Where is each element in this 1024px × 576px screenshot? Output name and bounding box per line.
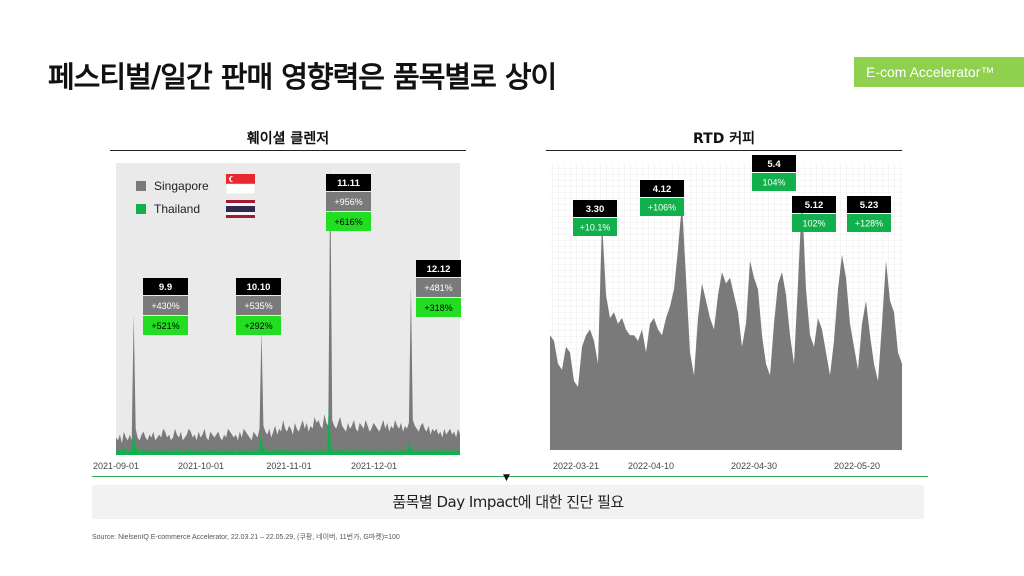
date-label: 3.30 [573,200,617,217]
date-label: 4.12 [640,180,684,197]
svg-text:3.30: 3.30 [586,204,605,215]
legend-swatch-thailand [136,204,146,214]
x-tick-label: 2022-05-20 [834,461,880,471]
thailand-uplift-label: +521% [143,316,188,335]
singapore-uplift-label: +956% [326,192,371,211]
page-title: 페스티벌/일간 판매 영향력은 품목별로 상이 [48,60,557,94]
svg-text:12.12: 12.12 [427,264,451,275]
uplift-label: +106% [640,198,684,216]
right-chart-rule [546,150,902,151]
left-chart-title: 훼이셜 클렌저 [246,131,330,147]
rtd-coffee-area [550,197,902,450]
legend-label-thailand: Thailand [154,202,200,216]
x-tick-label: 2021-12-01 [351,461,397,471]
right-chart-title: RTD 커피 [693,131,755,147]
svg-text:102%: 102% [802,219,825,229]
singapore-flag-icon [225,174,256,195]
svg-text:+128%: +128% [855,219,883,229]
svg-text:+521%: +521% [151,321,179,331]
svg-text:4.12: 4.12 [653,184,672,195]
festival-date-label: 10.10 [236,278,281,295]
svg-text:9.9: 9.9 [159,282,172,293]
svg-text:+318%: +318% [424,303,452,313]
uplift-label: 104% [752,173,796,191]
singapore-uplift-label: +481% [416,278,461,297]
svg-text:+106%: +106% [648,203,676,213]
svg-text:5.12: 5.12 [805,200,824,211]
source-note: Source: NielsenIQ E-commerce Accelerator… [92,534,400,541]
legend-label-singapore: Singapore [154,179,209,193]
left-chart-rule [110,150,466,151]
svg-text:+616%: +616% [334,217,362,227]
svg-text:5.4: 5.4 [767,159,781,170]
svg-text:+956%: +956% [334,197,362,207]
svg-text:+430%: +430% [151,301,179,311]
festival-date-label: 9.9 [143,278,188,295]
date-label: 5.23 [847,196,891,213]
brand-badge: E-com Accelerator™ [854,57,1024,87]
thailand-uplift-label: +292% [236,316,281,335]
svg-text:+481%: +481% [424,283,452,293]
x-tick-label: 2022-03-21 [553,461,599,471]
x-tick-label: 2022-04-30 [731,461,777,471]
svg-text:+535%: +535% [244,301,272,311]
svg-text:+10.1%: +10.1% [580,223,611,233]
thailand-flag-icon [226,200,255,218]
uplift-label: +10.1% [573,218,617,236]
thailand-uplift-label: +318% [416,298,461,317]
uplift-label: +128% [847,214,891,232]
singapore-uplift-label: +430% [143,296,188,315]
thailand-uplift-label: +616% [326,212,371,231]
down-arrow-icon: ▼ [503,473,510,483]
svg-text:5.23: 5.23 [860,200,879,211]
svg-text:11.11: 11.11 [337,178,360,189]
x-tick-label: 2021-10-01 [178,461,224,471]
festival-date-label: 12.12 [416,260,461,277]
x-tick-label: 2021-09-01 [93,461,139,471]
svg-text:+292%: +292% [244,321,272,331]
festival-date-label: 11.11 [326,174,371,191]
x-tick-label: 2021-11-01 [266,461,311,471]
date-label: 5.4 [752,155,796,172]
svg-text:10.10: 10.10 [247,282,271,293]
singapore-uplift-label: +535% [236,296,281,315]
date-label: 5.12 [792,196,836,213]
svg-text:104%: 104% [762,178,785,188]
x-tick-label: 2022-04-10 [628,461,674,471]
conclusion-banner: 품목별 Day Impact에 대한 진단 필요 [92,485,924,519]
uplift-label: 102% [792,214,836,232]
legend-swatch-singapore [136,181,146,191]
divider-line [92,476,928,477]
